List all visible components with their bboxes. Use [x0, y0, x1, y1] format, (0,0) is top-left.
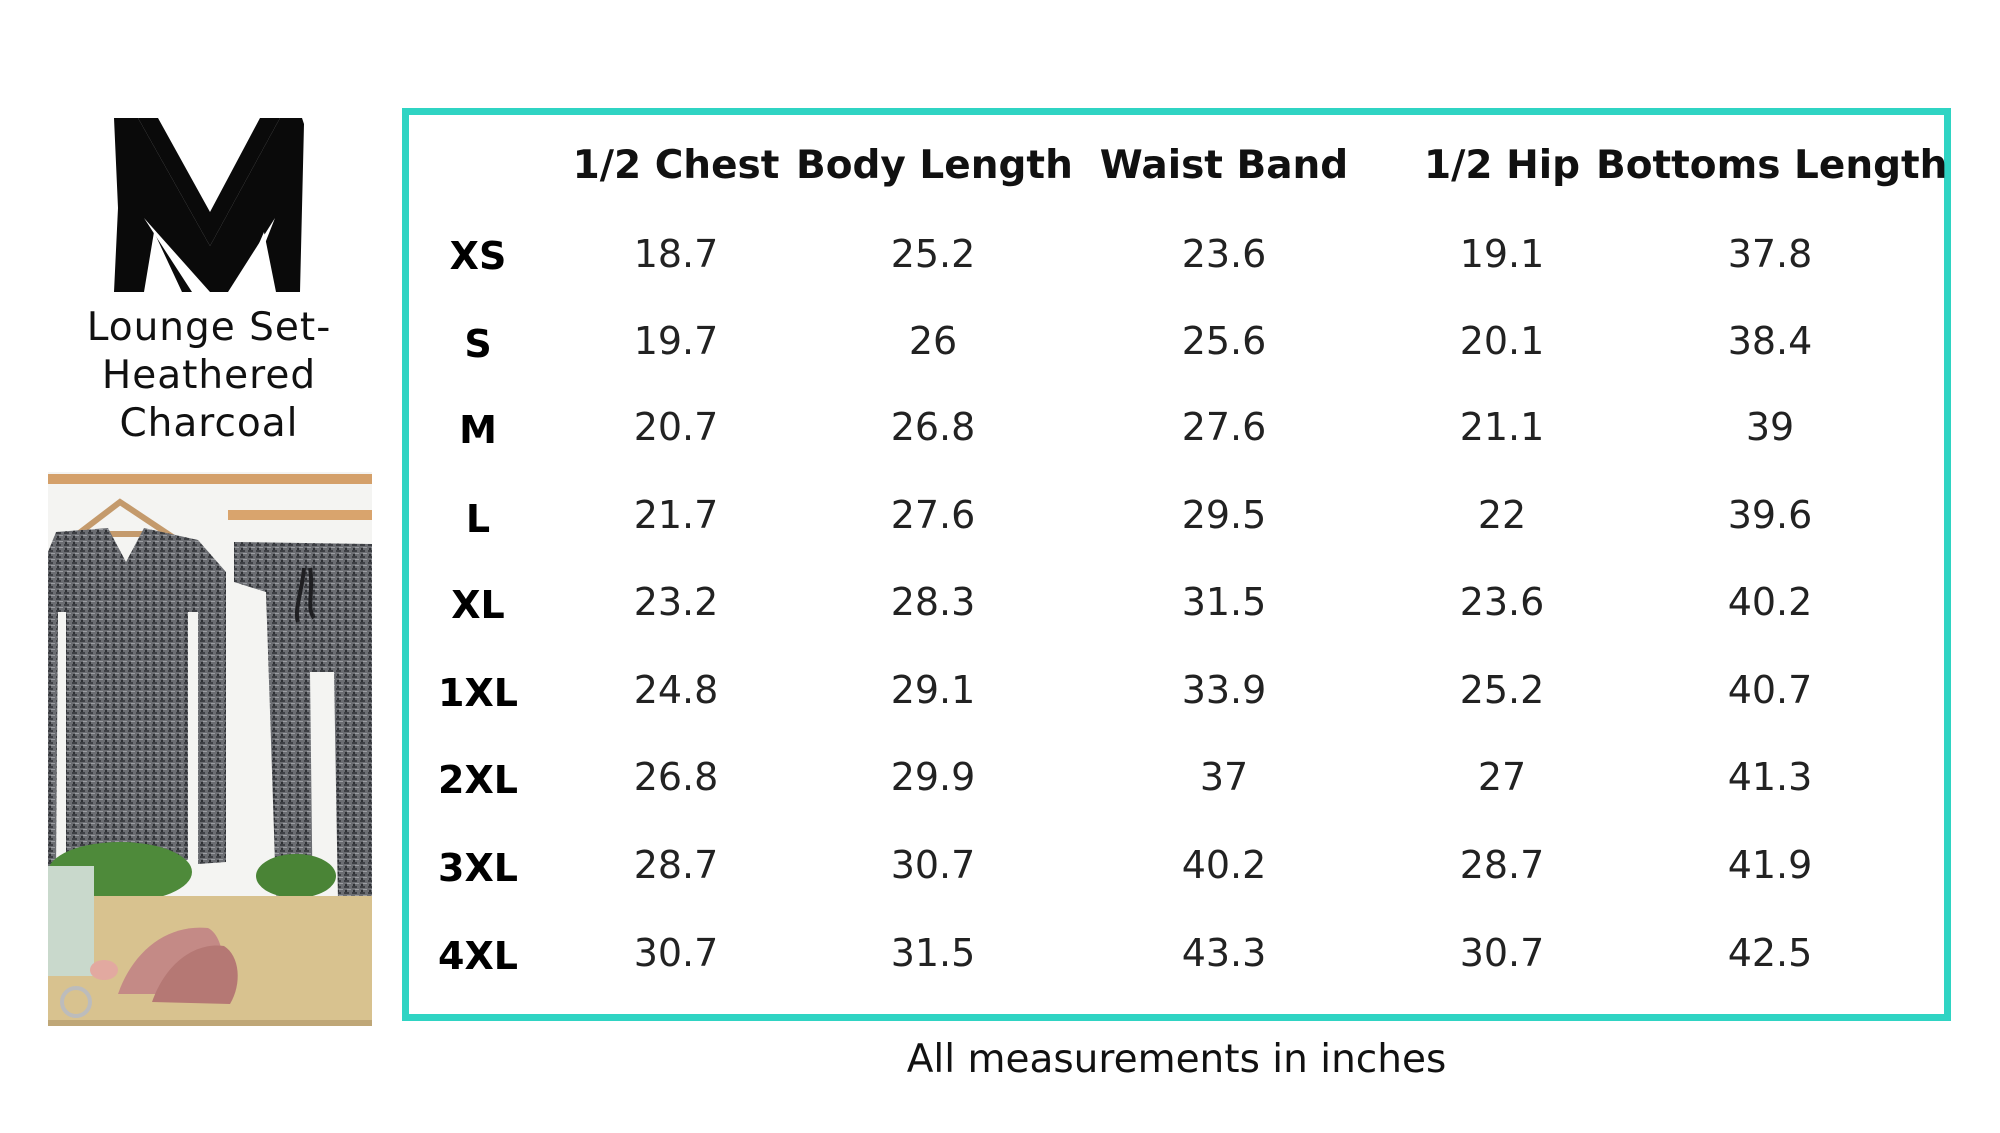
table-cell: 27	[1477, 755, 1527, 799]
table-cell: 37	[1199, 755, 1249, 799]
table-cell: 29.5	[1181, 493, 1267, 537]
logo-mark-icon	[114, 118, 304, 292]
table-cell: 25.6	[1181, 319, 1267, 363]
size-label-xl: XL	[451, 583, 505, 627]
table-cell: 21.1	[1459, 405, 1545, 449]
column-header-bottoms-length: Bottoms Length	[1596, 143, 1948, 188]
product-title-line-3: Charcoal	[119, 401, 299, 446]
table-cell: 25.2	[1459, 668, 1545, 712]
table-cell: 20.1	[1459, 319, 1545, 363]
column-header-half-hip: 1/2 Hip	[1423, 143, 1581, 188]
table-cell: 27.6	[890, 493, 976, 537]
table-cell: 30.7	[1459, 931, 1545, 975]
size-label-2xl: 2XL	[438, 758, 518, 802]
product-photo	[48, 472, 372, 1026]
table-cell: 40.2	[1181, 843, 1267, 887]
size-label-xs: XS	[449, 234, 507, 278]
column-header-half-chest: 1/2 Chest	[572, 143, 780, 188]
table-cell: 29.9	[890, 755, 976, 799]
table-cell: 26.8	[890, 405, 976, 449]
product-title-line-1: Lounge Set-	[86, 305, 332, 350]
size-label-3xl: 3XL	[438, 846, 518, 890]
product-photo-illustration	[48, 472, 372, 1026]
table-cell: 18.7	[633, 232, 719, 276]
size-label-s: S	[464, 322, 492, 366]
table-cell: 21.7	[633, 493, 719, 537]
table-cell: 20.7	[633, 405, 719, 449]
table-cell: 30.7	[633, 931, 719, 975]
table-cell: 26.8	[633, 755, 719, 799]
table-cell: 26	[908, 319, 958, 363]
table-cell: 31.5	[1181, 580, 1267, 624]
table-cell: 23.6	[1181, 232, 1267, 276]
size-label-4xl: 4XL	[438, 934, 518, 978]
table-cell: 24.8	[633, 668, 719, 712]
size-chart-frame	[402, 108, 1951, 1021]
table-cell: 40.7	[1727, 668, 1813, 712]
size-label-1xl: 1XL	[438, 671, 518, 715]
table-cell: 37.8	[1727, 232, 1813, 276]
table-cell: 23.6	[1459, 580, 1545, 624]
table-cell: 28.7	[1459, 843, 1545, 887]
product-title: Lounge Set- Heathered Charcoal	[48, 304, 370, 448]
table-cell: 41.9	[1727, 843, 1813, 887]
product-title-line-2: Heathered	[101, 353, 317, 398]
table-cell: 28.3	[890, 580, 976, 624]
table-cell: 22	[1477, 493, 1527, 537]
table-cell: 38.4	[1727, 319, 1813, 363]
table-cell: 19.1	[1459, 232, 1545, 276]
table-cell: 27.6	[1181, 405, 1267, 449]
mv-monogram-logo	[110, 112, 310, 292]
table-cell: 30.7	[890, 843, 976, 887]
column-header-body-length: Body Length	[796, 143, 1073, 188]
size-label-l: L	[465, 497, 491, 541]
table-cell: 31.5	[890, 931, 976, 975]
size-label-m: M	[459, 408, 497, 452]
table-cell: 40.2	[1727, 580, 1813, 624]
table-cell: 43.3	[1181, 931, 1267, 975]
table-cell: 23.2	[633, 580, 719, 624]
table-cell: 39	[1745, 405, 1795, 449]
table-cell: 39.6	[1727, 493, 1813, 537]
table-cell: 19.7	[633, 319, 719, 363]
table-cell: 28.7	[633, 843, 719, 887]
table-cell: 33.9	[1181, 668, 1267, 712]
table-cell: 29.1	[890, 668, 976, 712]
measurements-footnote: All measurements in inches	[906, 1037, 1447, 1082]
column-header-waist-band: Waist Band	[1099, 143, 1349, 188]
table-cell: 25.2	[890, 232, 976, 276]
table-cell: 41.3	[1727, 755, 1813, 799]
table-cell: 42.5	[1727, 931, 1813, 975]
